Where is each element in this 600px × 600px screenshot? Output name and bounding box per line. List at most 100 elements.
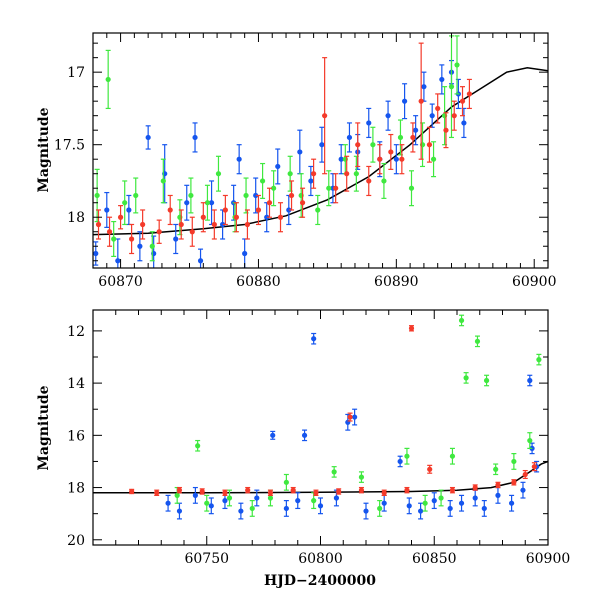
top-series-2-point xyxy=(299,187,306,218)
top-series-2-point xyxy=(189,216,195,247)
bottom-series-1-point xyxy=(536,353,542,366)
top-series-0-point xyxy=(253,177,259,214)
bottom-series-2-point xyxy=(129,488,135,495)
top-series-0-point xyxy=(393,144,399,175)
top-series-0-point xyxy=(413,115,419,146)
bottom-series-0-point xyxy=(311,332,317,345)
top-series-2-point xyxy=(377,144,383,175)
bottom-series-1-point xyxy=(438,489,444,507)
top-series-2-point xyxy=(399,144,405,175)
bottom-series-2-point xyxy=(176,486,183,494)
bottom-series-1-point xyxy=(195,439,201,452)
top-x-tick-label: 60880 xyxy=(236,274,281,290)
bottom-series-0-point xyxy=(165,494,171,512)
bottom-series-1-point xyxy=(474,335,481,348)
top-series-2-point xyxy=(129,223,135,255)
top-series-1-point xyxy=(204,184,211,221)
bottom-series-0-point xyxy=(397,455,403,468)
bottom-series-1-point xyxy=(358,471,365,483)
bottom-y-tick-label: 16 xyxy=(67,428,85,444)
bottom-series-2-point xyxy=(245,486,251,494)
bottom-series-0-point xyxy=(406,497,412,515)
bottom-series-1-point xyxy=(511,453,517,470)
top-panel: 60870 60880 60890 60900 17 17.5 18 Magnitude xyxy=(36,32,556,290)
bottom-series-1-point xyxy=(331,466,337,478)
bottom-series-2-point xyxy=(347,412,353,422)
bottom-series-2-point xyxy=(522,469,528,480)
bottom-series-2-point xyxy=(336,488,342,495)
bottom-series-0-point xyxy=(254,489,260,507)
bottom-series-0-point xyxy=(192,486,198,504)
bottom-series-0-point xyxy=(363,502,369,520)
bottom-series-2-point xyxy=(199,488,205,495)
top-series-2-point xyxy=(156,219,162,244)
top-series-2-point xyxy=(211,209,217,240)
bottom-series-0-point xyxy=(458,494,465,512)
top-series-1-point xyxy=(430,141,437,178)
bottom-y-tick-label: 14 xyxy=(67,376,85,392)
bottom-panel: 60750 60800 60850 60900 12 14 16 18 20 Magnitude… xyxy=(36,309,571,589)
bottom-series-0-point xyxy=(447,500,453,517)
top-series-0-point xyxy=(319,126,325,163)
top-series-1-point xyxy=(326,170,332,207)
bottom-series-1-point xyxy=(204,494,210,512)
bottom-series-2-point xyxy=(267,489,274,496)
top-series-1-point xyxy=(259,162,266,199)
bottom-series-2-point xyxy=(381,489,387,496)
top-series-2-point xyxy=(418,42,424,160)
top-series-1-point xyxy=(315,194,321,226)
top-series-2-point xyxy=(322,57,328,175)
top-series-2-point xyxy=(277,202,284,233)
top-series-2-point xyxy=(388,133,394,170)
top-series-2-point xyxy=(244,209,251,240)
bottom-x-tick-label: 60900 xyxy=(526,551,571,567)
bottom-series-0-point xyxy=(520,481,526,499)
top-series-2-point xyxy=(106,216,113,247)
top-series-2-point xyxy=(459,86,466,117)
top-series-0-point xyxy=(286,194,292,226)
top-series-0-point xyxy=(236,144,242,175)
top-series-1-point xyxy=(353,155,359,192)
top-series-0-point xyxy=(275,148,281,185)
top-y-tick-label: 18 xyxy=(67,210,85,226)
bottom-series-1-point xyxy=(463,372,469,384)
top-series-0-point xyxy=(297,129,303,175)
bottom-series-2-point xyxy=(222,489,228,496)
top-series-2-point xyxy=(451,100,457,131)
bottom-series-1-point xyxy=(458,314,465,327)
bottom-series-2-point xyxy=(408,325,415,332)
top-series-0-point xyxy=(346,122,353,153)
top-series-1-point xyxy=(215,155,222,192)
bottom-series-0-point xyxy=(481,500,487,517)
bottom-series-0-point xyxy=(418,502,424,520)
top-series-2-point xyxy=(233,202,239,233)
top-y-tick-label: 17.5 xyxy=(54,138,85,154)
bottom-series-2-point xyxy=(449,486,456,494)
top-series-1-point xyxy=(370,126,376,163)
top-x-tick-label: 60870 xyxy=(98,274,143,290)
bottom-series-2-point xyxy=(427,464,433,474)
bottom-series-0-point xyxy=(317,497,324,515)
bottom-series-0-point xyxy=(208,497,214,515)
top-series-0-point xyxy=(429,103,435,128)
top-series-0-point xyxy=(385,100,391,131)
bottom-series-2-point xyxy=(511,479,517,486)
top-series-2-point xyxy=(178,209,184,240)
top-series-0-point xyxy=(104,191,110,228)
top-series-1-point xyxy=(105,49,111,110)
bottom-x-tick-label: 60800 xyxy=(298,551,343,567)
bottom-series-1-point xyxy=(527,432,533,449)
top-series-2-point xyxy=(410,122,416,153)
top-series-0-point xyxy=(308,165,314,197)
bottom-x-axis-title: HJD−2400000 xyxy=(264,573,376,589)
bottom-series-1-point xyxy=(449,447,456,465)
top-series-1-point xyxy=(177,199,183,236)
top-series-2-point xyxy=(140,209,146,240)
top-series-1-point xyxy=(188,177,194,214)
top-series-1-point xyxy=(408,170,415,207)
top-series-1-point xyxy=(454,35,460,95)
bottom-series-2-point xyxy=(531,462,537,472)
top-series-0-point xyxy=(402,83,408,120)
top-series-0-point xyxy=(461,107,467,139)
bottom-series-0-point xyxy=(352,408,358,426)
